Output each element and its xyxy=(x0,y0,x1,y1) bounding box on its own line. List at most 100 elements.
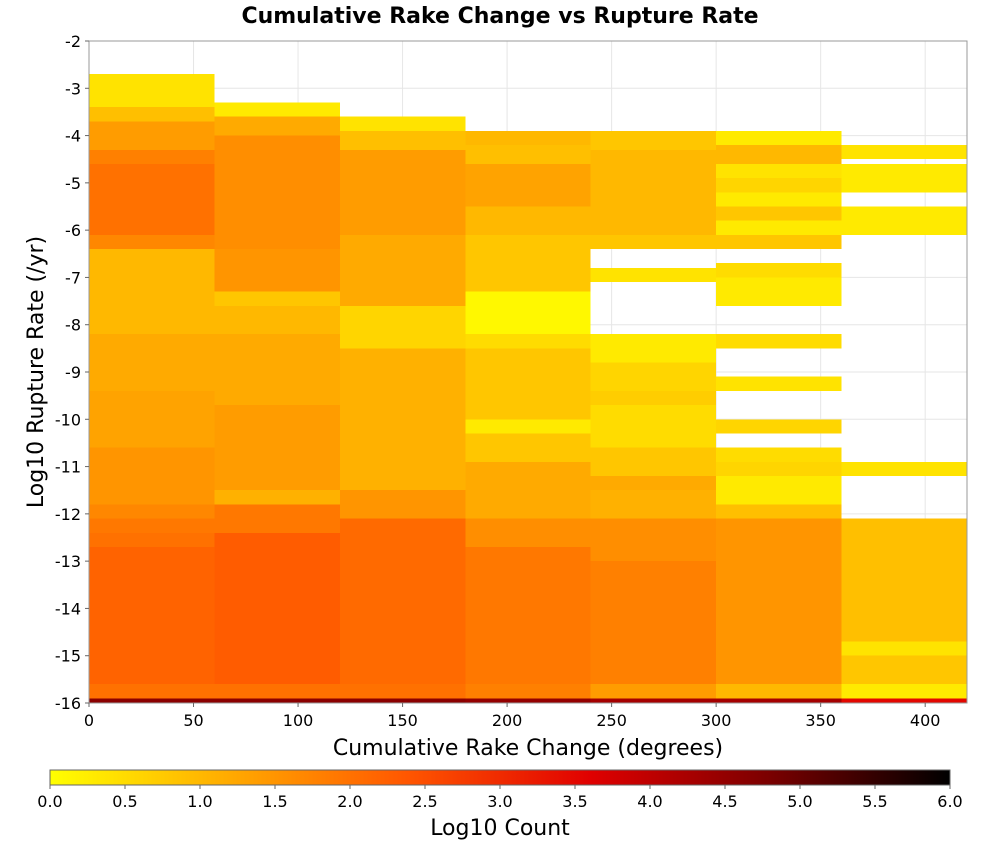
x-tick-label: 400 xyxy=(910,711,941,730)
heatmap-cell xyxy=(716,376,842,391)
heatmap-cell xyxy=(214,135,340,250)
heatmap-cell xyxy=(339,305,466,349)
y-tick-label: -14 xyxy=(55,599,81,618)
colorbar-tick-label: 4.0 xyxy=(637,792,662,811)
heatmap-cell xyxy=(465,698,591,703)
heatmap-cell xyxy=(89,121,215,150)
heatmap-cell xyxy=(465,419,591,434)
heatmap-cell xyxy=(841,461,967,477)
heatmap-cell xyxy=(465,234,591,292)
heatmap-cell xyxy=(465,334,591,349)
heatmap-cell xyxy=(716,145,842,164)
y-tick-label: -6 xyxy=(65,221,81,240)
heatmap-cell xyxy=(214,249,340,292)
heatmap-cell xyxy=(465,546,591,685)
heatmap-cell xyxy=(841,518,967,642)
heatmap-cell xyxy=(716,334,842,349)
y-tick-label: -9 xyxy=(65,363,81,382)
colorbar-tick-label: 0.5 xyxy=(112,792,137,811)
heatmap-cell xyxy=(716,220,842,235)
heatmap-cell xyxy=(841,206,967,235)
heatmap-cell xyxy=(465,684,591,699)
x-tick-label: 100 xyxy=(283,711,314,730)
heatmap-cell xyxy=(339,234,466,306)
heatmap-cell xyxy=(590,234,717,250)
heatmap-cell xyxy=(716,461,842,477)
heatmap-cell xyxy=(716,234,842,250)
colorbar-tick-label: 5.5 xyxy=(862,792,887,811)
heatmap-cell xyxy=(590,561,717,685)
heatmap-cell xyxy=(716,476,842,505)
heatmap-cell xyxy=(214,291,340,306)
heatmap-cell xyxy=(590,447,717,477)
colorbar-tick-label: 1.5 xyxy=(262,792,287,811)
heatmap-cell xyxy=(716,419,842,434)
heatmap-cell xyxy=(89,698,215,703)
heatmap-cell xyxy=(716,447,842,462)
colorbar-ticks: 0.0 0.5 1.0 1.5 2.0 2.5 3.0 3.5 4.0 4.5 5.0 5.5 6.0 xyxy=(37,785,963,811)
heatmap-cell xyxy=(590,267,717,283)
heatmap-cell xyxy=(590,362,717,391)
heatmap-cell xyxy=(214,698,340,703)
heatmap-cell xyxy=(590,405,717,448)
heatmap-cell xyxy=(339,490,466,519)
x-axis-label: Cumulative Rake Change (degrees) xyxy=(333,736,723,761)
heatmap-cell xyxy=(339,698,466,703)
heatmap-cell xyxy=(465,348,591,420)
heatmap-cell xyxy=(339,149,466,235)
heatmap-cell xyxy=(590,490,717,519)
colorbar-tick-label: 5.0 xyxy=(787,792,812,811)
colorbar-tick-label: 2.5 xyxy=(412,792,437,811)
y-tick-label: -4 xyxy=(65,127,81,146)
heatmap-cell xyxy=(716,130,842,146)
heatmap-cell xyxy=(89,249,215,335)
heatmap-cell xyxy=(89,518,215,533)
heatmap-cell xyxy=(214,504,340,533)
y-tick-label: -5 xyxy=(65,174,81,193)
heatmap-cell xyxy=(339,518,466,685)
heatmap-cell xyxy=(841,655,967,685)
heatmap-cell xyxy=(841,641,967,656)
heatmap-cell xyxy=(89,234,215,250)
heatmap-cell xyxy=(339,348,466,491)
y-tick-label: -3 xyxy=(65,79,81,98)
heatmap-cell xyxy=(89,390,215,448)
heatmap-cell xyxy=(214,305,340,335)
heatmap-cell xyxy=(214,405,340,491)
heatmap-cell xyxy=(590,149,717,235)
heatmap-cell xyxy=(89,532,215,547)
colorbar-tick-label: 4.5 xyxy=(712,792,737,811)
colorbar-tick-label: 0.0 xyxy=(37,792,62,811)
chart-title: Cumulative Rake Change vs Rupture Rate xyxy=(241,4,758,29)
heatmap-cell xyxy=(716,192,842,207)
heatmap-cell xyxy=(716,163,842,179)
heatmap-cell xyxy=(716,698,842,703)
heatmap-cell xyxy=(465,206,591,235)
x-tick-label: 300 xyxy=(701,711,732,730)
heatmap-cell xyxy=(214,102,340,117)
heatmap-cell xyxy=(590,518,717,562)
x-tick-label: 200 xyxy=(492,711,523,730)
heatmap-cell xyxy=(89,684,215,699)
heatmap-cell xyxy=(214,116,340,136)
y-tick-label: -15 xyxy=(55,647,81,666)
y-tick-label: -12 xyxy=(55,505,81,524)
heatmap-cell xyxy=(590,130,717,150)
heatmap-cells xyxy=(89,74,967,703)
colorbar xyxy=(49,769,951,786)
y-tick-label: -13 xyxy=(55,552,81,571)
heatmap-cell xyxy=(841,145,967,160)
x-tick-label: 150 xyxy=(387,711,418,730)
colorbar-tick-label: 2.0 xyxy=(337,792,362,811)
heatmap-cell xyxy=(465,145,591,164)
x-tick-label: 350 xyxy=(805,711,836,730)
heatmap-cell xyxy=(89,334,215,391)
heatmap-cell xyxy=(89,447,215,505)
x-tick-label: 0 xyxy=(84,711,94,730)
heatmap-cell xyxy=(465,433,591,462)
heatmap-cell xyxy=(214,334,340,406)
heatmap-cell xyxy=(590,698,717,703)
heatmap-cell xyxy=(841,684,967,699)
heatmap-cell xyxy=(841,698,967,703)
